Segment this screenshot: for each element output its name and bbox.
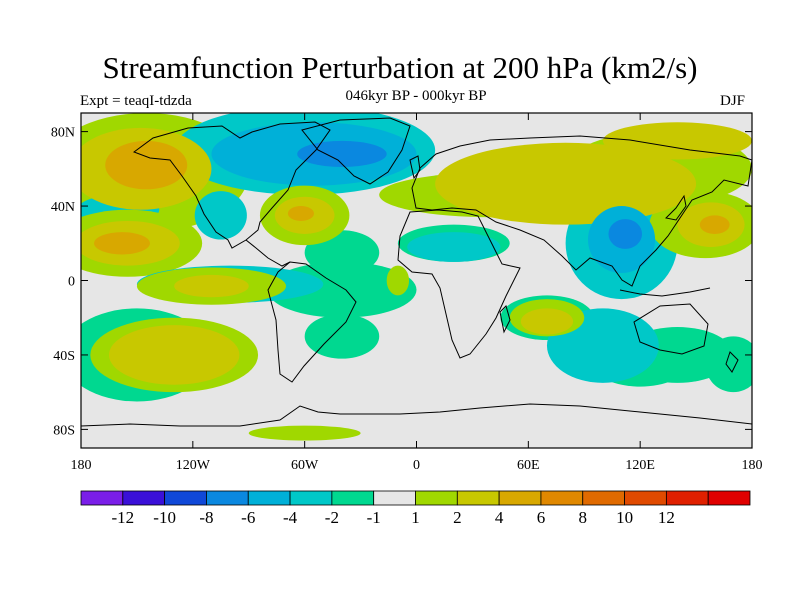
field-contour bbox=[248, 425, 361, 441]
field-contour bbox=[520, 308, 574, 335]
field-contour bbox=[386, 265, 410, 296]
colorbar: -12 -10 -8 -6 -4 -2 -1 1 2 4 6 8 10 12 bbox=[80, 490, 751, 527]
colorbar-label: 12 bbox=[658, 508, 675, 527]
coast-japan bbox=[664, 194, 687, 221]
colorbar-swatch bbox=[707, 490, 751, 506]
colorbar-label: -12 bbox=[111, 508, 134, 527]
colorbar-swatch bbox=[206, 490, 249, 506]
colorbar-swatch bbox=[373, 490, 416, 506]
colorbar-label: -4 bbox=[283, 508, 298, 527]
coast-madagascar bbox=[499, 305, 511, 334]
colorbar-swatch bbox=[164, 490, 207, 506]
season-label: DJF bbox=[720, 93, 746, 109]
lon-tick-label: 60E bbox=[517, 458, 540, 473]
colorbar-swatch bbox=[624, 490, 667, 506]
lon-tick-label: 180 bbox=[71, 458, 92, 473]
field-contour bbox=[435, 142, 697, 225]
field-layer bbox=[81, 113, 752, 441]
colorbar-swatch bbox=[331, 490, 375, 506]
colorbar-label: 1 bbox=[411, 508, 420, 527]
period-label: 046kyr BP - 000kyr BP bbox=[345, 88, 487, 104]
colorbar-swatch bbox=[582, 490, 625, 506]
lat-tick-label: 40N bbox=[51, 200, 75, 215]
colorbar-label: -6 bbox=[241, 508, 255, 527]
colorbar-swatch bbox=[80, 490, 124, 506]
field-contour bbox=[194, 191, 247, 240]
field-contour bbox=[608, 219, 643, 249]
lat-tick-label: 40S bbox=[53, 349, 75, 364]
lat-tick-label: 80N bbox=[51, 126, 75, 141]
field-contour bbox=[105, 140, 188, 190]
coast-greenland bbox=[301, 117, 411, 185]
coast-australia bbox=[633, 303, 709, 355]
coast-north-america bbox=[132, 121, 331, 249]
colorbar-label: -1 bbox=[367, 508, 381, 527]
field-contour bbox=[174, 274, 249, 298]
plot-title: Streamfunction Perturbation at 200 hPa (… bbox=[102, 50, 698, 85]
coast-central-america bbox=[245, 239, 291, 267]
colorbar-swatch bbox=[247, 490, 291, 506]
field-contour bbox=[108, 325, 240, 385]
coast-eurasia bbox=[411, 135, 752, 287]
coast-uk bbox=[409, 155, 421, 180]
field-contour bbox=[297, 140, 387, 167]
field-contour bbox=[699, 215, 730, 234]
lat-tick-label: 80S bbox=[53, 423, 75, 438]
colorbar-label: 4 bbox=[495, 508, 504, 527]
colorbar-swatch bbox=[498, 490, 542, 506]
colorbar-swatch bbox=[540, 490, 584, 506]
colorbar-swatch bbox=[415, 490, 458, 506]
colorbar-label: 10 bbox=[616, 508, 633, 527]
field-contour bbox=[94, 232, 150, 255]
colorbar-swatch bbox=[122, 490, 166, 506]
longitude-axis: 180 120W 60W 0 60E 120E 180 bbox=[71, 113, 763, 473]
colorbar-label: -2 bbox=[325, 508, 339, 527]
colorbar-swatch bbox=[665, 490, 709, 506]
colorbar-label: 6 bbox=[537, 508, 546, 527]
coast-antarctica bbox=[81, 403, 752, 427]
colorbar-swatch bbox=[289, 490, 333, 506]
coast-new-zealand bbox=[725, 351, 739, 373]
lon-tick-label: 120E bbox=[625, 458, 655, 473]
lat-tick-label: 0 bbox=[68, 275, 75, 290]
map-panel: 80N 40N 0 40S 80S 180 120W 60W 0 60E 120E 180 bbox=[51, 112, 763, 473]
field-contour bbox=[287, 206, 314, 221]
latitude-axis: 80N 40N 0 40S 80S bbox=[51, 126, 752, 438]
coast-indonesia bbox=[619, 287, 711, 297]
coast-south-america bbox=[267, 261, 357, 383]
field-contour bbox=[705, 336, 752, 393]
field-contour bbox=[407, 232, 501, 262]
field-contour bbox=[602, 122, 752, 160]
field-contour bbox=[304, 314, 380, 359]
coast-africa bbox=[397, 209, 521, 359]
colorbar-label: -8 bbox=[199, 508, 213, 527]
colorbar-swatch bbox=[456, 490, 500, 506]
lon-tick-label: 0 bbox=[413, 458, 420, 473]
lon-tick-label: 60W bbox=[291, 458, 319, 473]
experiment-label: Expt = teaqI-tdzda bbox=[80, 93, 192, 109]
coastlines bbox=[81, 117, 752, 427]
colorbar-label: -10 bbox=[153, 508, 176, 527]
lon-tick-label: 180 bbox=[742, 458, 763, 473]
colorbar-label: 2 bbox=[453, 508, 462, 527]
colorbar-label: 8 bbox=[579, 508, 588, 527]
lon-tick-label: 120W bbox=[176, 458, 211, 473]
